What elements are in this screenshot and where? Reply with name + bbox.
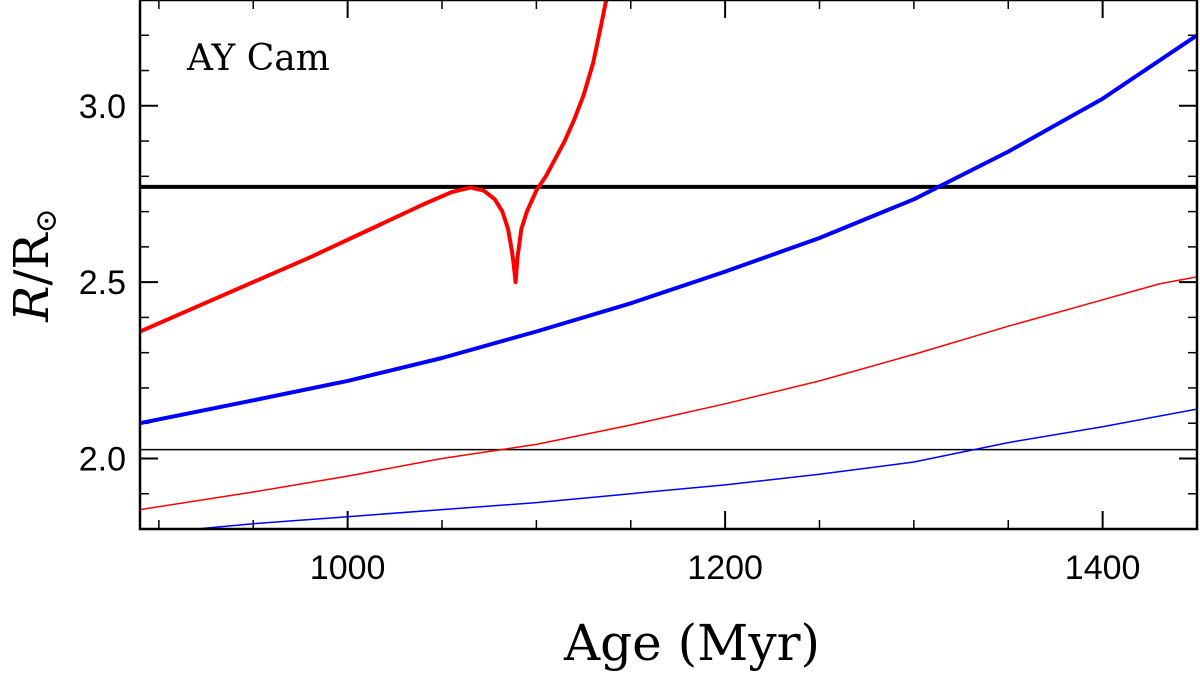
y-axis-title: R/R⊙ xyxy=(4,208,64,323)
y-tick-label: 3.0 xyxy=(79,88,126,126)
x-axis-title: Age (Myr) xyxy=(563,614,820,672)
sun-symbol: ⊙ xyxy=(29,208,64,233)
y-tick-label: 2.0 xyxy=(79,440,126,478)
star-name-annotation: AY Cam xyxy=(186,38,330,79)
y-axis-symbol: R xyxy=(4,286,60,323)
tick-labels: 1000 1200 1400 2.0 2.5 3.0 xyxy=(79,88,1141,587)
plot-frame xyxy=(138,0,1199,531)
x-tick-label: 1000 xyxy=(310,549,386,587)
plot-area xyxy=(140,0,1197,529)
primary-model-red-line xyxy=(140,0,609,334)
secondary-model-blue-line xyxy=(195,408,1197,529)
x-tick-label: 1400 xyxy=(1065,549,1141,587)
y-axis-text: /R xyxy=(4,231,60,285)
secondary-model-red-line xyxy=(140,276,1197,511)
svg-text:R/R⊙: R/R⊙ xyxy=(4,208,64,323)
y-tick-label: 2.5 xyxy=(79,264,126,302)
primary-model-blue-line xyxy=(140,33,1197,426)
major-ticks xyxy=(140,0,1197,529)
x-tick-label: 1200 xyxy=(687,549,763,587)
